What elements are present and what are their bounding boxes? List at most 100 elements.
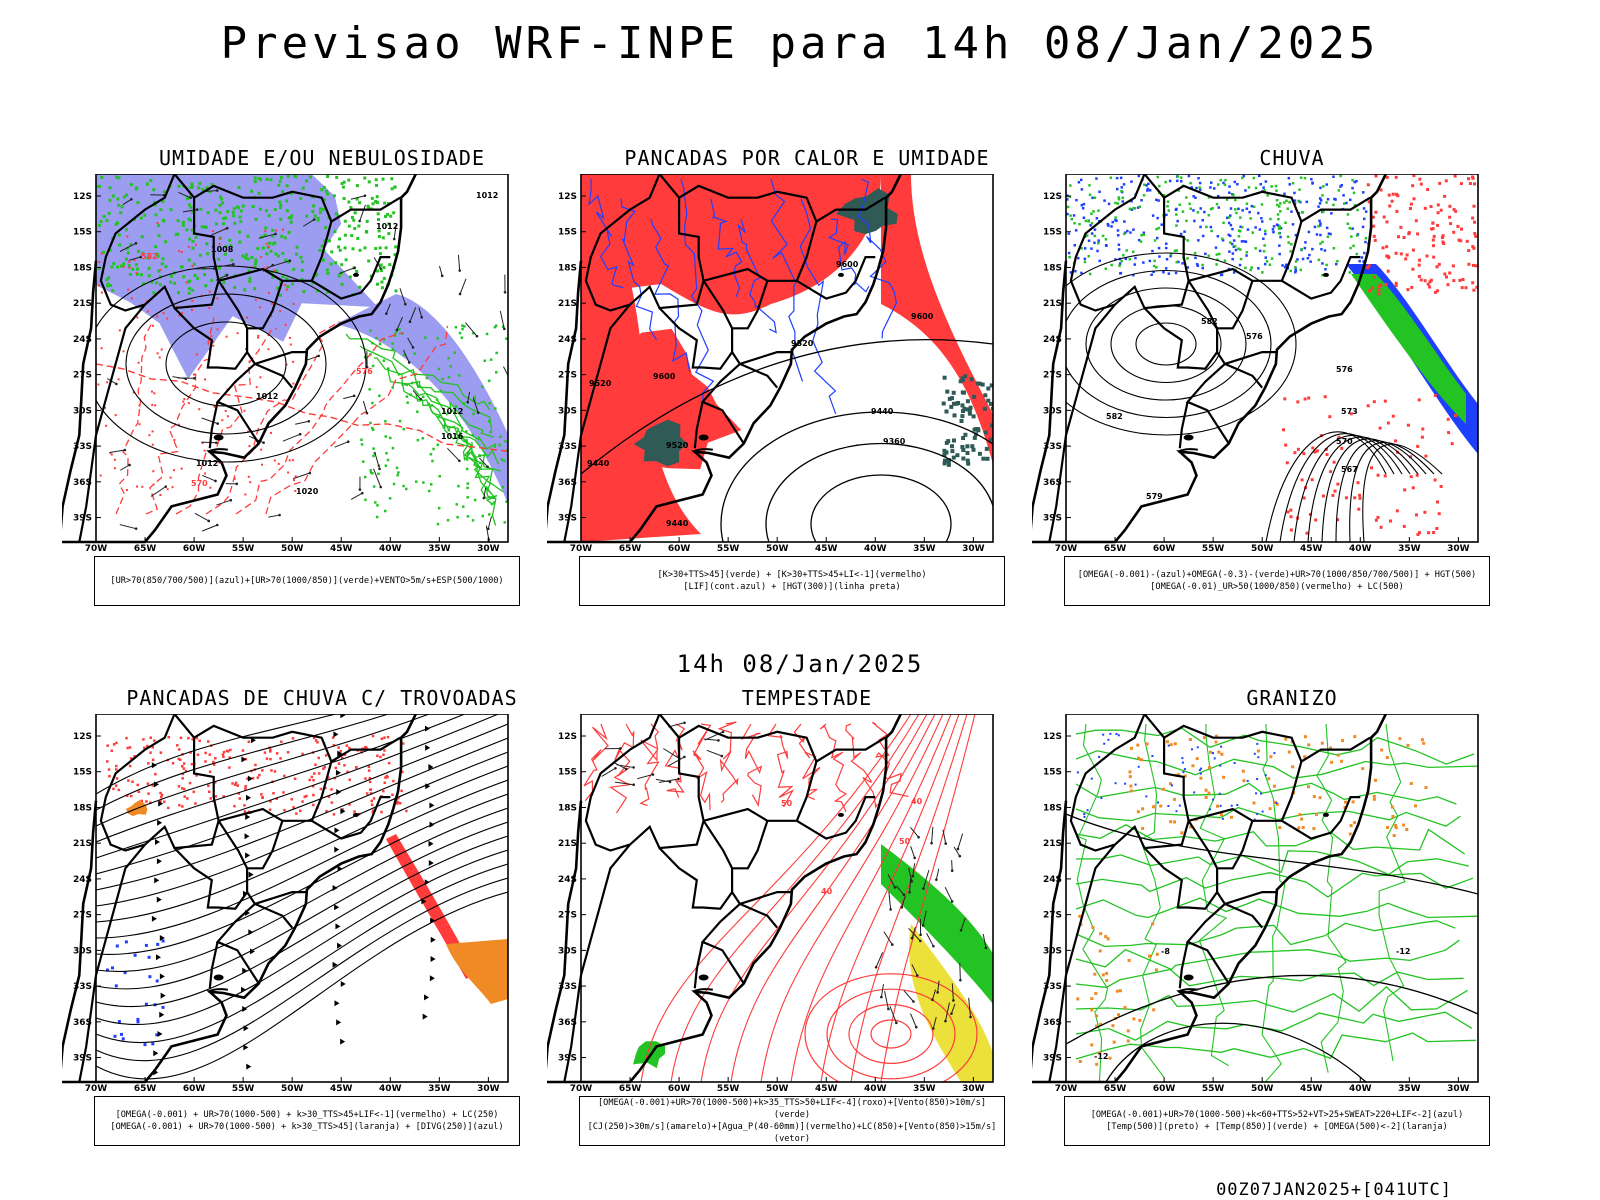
humidity-green-pixel	[267, 214, 271, 218]
rain-red-pixel	[1411, 486, 1415, 490]
humidity-green-pixel	[198, 253, 202, 257]
wind-vector	[912, 863, 916, 877]
teal-pixel	[990, 406, 993, 411]
omega-blue-pixel	[1103, 199, 1106, 202]
omega-blue-pixel	[1232, 245, 1236, 249]
omega-blue-pixel	[1077, 181, 1081, 184]
wind-vector-head	[353, 266, 356, 270]
humidity-green-pixel	[323, 239, 327, 243]
thunder-red-pixel	[140, 799, 143, 803]
wind-vector-head	[385, 312, 388, 315]
hgt500-contour	[1321, 438, 1419, 542]
red-pixel	[99, 474, 102, 477]
hail-blue-pixel	[1212, 752, 1214, 755]
wind-vector-head	[950, 869, 954, 872]
omega-blue-pixel	[1281, 264, 1284, 267]
rain-red-pixel	[1448, 204, 1452, 208]
lat-tick-label: 27S	[1043, 911, 1062, 921]
thunder-red-pixel	[330, 788, 333, 791]
thunder-red-pixel	[233, 783, 237, 786]
teal-pixel	[968, 405, 973, 410]
wind-vector	[883, 931, 893, 945]
humidity-green-pixel	[367, 206, 371, 210]
humidity-green-pixel	[375, 200, 379, 204]
lif-contour	[710, 198, 743, 298]
omega-orange-pixel	[1300, 817, 1304, 821]
wind-vector-head	[624, 767, 628, 771]
humidity-green-pixel	[291, 282, 294, 286]
omega-blue-pixel	[1259, 183, 1262, 186]
teal-pixel	[982, 406, 987, 411]
omega-blue-pixel	[1069, 271, 1073, 274]
humidity-green-pixel	[152, 188, 156, 192]
humidity-green-pixel	[145, 182, 149, 186]
omega-blue-pixel	[1307, 230, 1311, 234]
rain-red-pixel	[1411, 267, 1415, 271]
humidity-green-pixel	[355, 270, 359, 273]
omega-orange-pixel	[1272, 784, 1276, 788]
map-umidade: 1008101210121012101210161020101257658257…	[62, 174, 509, 554]
lon-tick-label: 55W	[717, 1084, 740, 1094]
wind-vector	[903, 990, 914, 1002]
panel-umidade: UMIDADE E/OU NEBULOSIDADE 1008 1012 1012 10…	[62, 146, 542, 621]
wind-vector	[968, 997, 972, 1018]
red-pixel	[127, 288, 130, 291]
lat-tick-label: 33S	[73, 442, 92, 452]
wind-vector	[895, 885, 905, 896]
lat-tick-label: 12S	[558, 732, 577, 742]
humidity-green-pixel	[334, 212, 338, 216]
divergence-blue-pixel	[156, 942, 160, 946]
omega-blue-pixel	[1165, 258, 1169, 261]
contour-label: 9600	[836, 260, 859, 269]
humidity-green-pixel	[502, 325, 505, 328]
omega-green-pixel	[1233, 244, 1237, 248]
humidity-green-pixel	[322, 258, 325, 262]
thunder-red-pixel	[133, 755, 136, 758]
humidity-green-pixel	[200, 225, 204, 229]
rain-red-pixel	[1357, 507, 1361, 511]
legend-line-2: [CJ(250)>30m/s](amarelo)+[Agua_P(40-60mm…	[587, 1122, 997, 1144]
hail-blue-pixel	[1076, 771, 1079, 774]
rain-red-pixel	[1436, 223, 1440, 227]
wind-vector	[418, 307, 423, 318]
humidity-green-pixel	[337, 245, 340, 249]
humidity-green-pixel	[381, 177, 385, 181]
red-pixel	[132, 391, 135, 394]
border-line	[1188, 196, 1371, 282]
thunder-red-pixel	[181, 772, 185, 776]
humidity-green-pixel	[222, 222, 226, 226]
omega-blue-pixel	[1179, 232, 1183, 236]
hail-blue-pixel	[1193, 791, 1196, 794]
humidity-green-pixel	[375, 269, 379, 273]
hail-blue-pixel	[1100, 797, 1103, 800]
omega-green-pixel	[1104, 238, 1108, 241]
border-line	[1069, 174, 1146, 312]
omega-green-pixel	[1291, 182, 1295, 185]
divergence-blue-pixel	[144, 1002, 148, 1006]
omega-green-pixel	[1289, 250, 1292, 253]
lon-tick-label: 45W	[330, 544, 353, 554]
thunder-red-pixel	[179, 736, 183, 740]
lat-tick-label: 33S	[558, 982, 577, 992]
humidity-green-pixel	[466, 515, 470, 518]
humidity-green-pixel	[436, 443, 439, 447]
lif-contour	[857, 178, 898, 339]
hgt300-contour	[581, 339, 993, 475]
border-line	[254, 902, 294, 929]
humidity-green-pixel	[119, 211, 123, 215]
red-pixel	[266, 266, 269, 269]
humidity-green-pixel	[386, 212, 390, 216]
rain-red-pixel	[1374, 518, 1378, 522]
green-contour	[471, 441, 497, 526]
omega-blue-pixel	[1219, 273, 1223, 277]
humidity-green-pixel	[375, 183, 378, 187]
thunder-red-pixel	[237, 792, 241, 795]
red-pixel	[289, 343, 292, 346]
lat-tick-label: 33S	[73, 982, 92, 992]
omega-green-pixel	[1142, 233, 1145, 236]
humidity-green-pixel	[382, 266, 386, 269]
wind-vector	[119, 464, 130, 471]
hgt500-contour	[1265, 431, 1387, 542]
hail-blue-pixel	[1178, 804, 1181, 807]
thunder-red-pixel	[398, 802, 402, 805]
